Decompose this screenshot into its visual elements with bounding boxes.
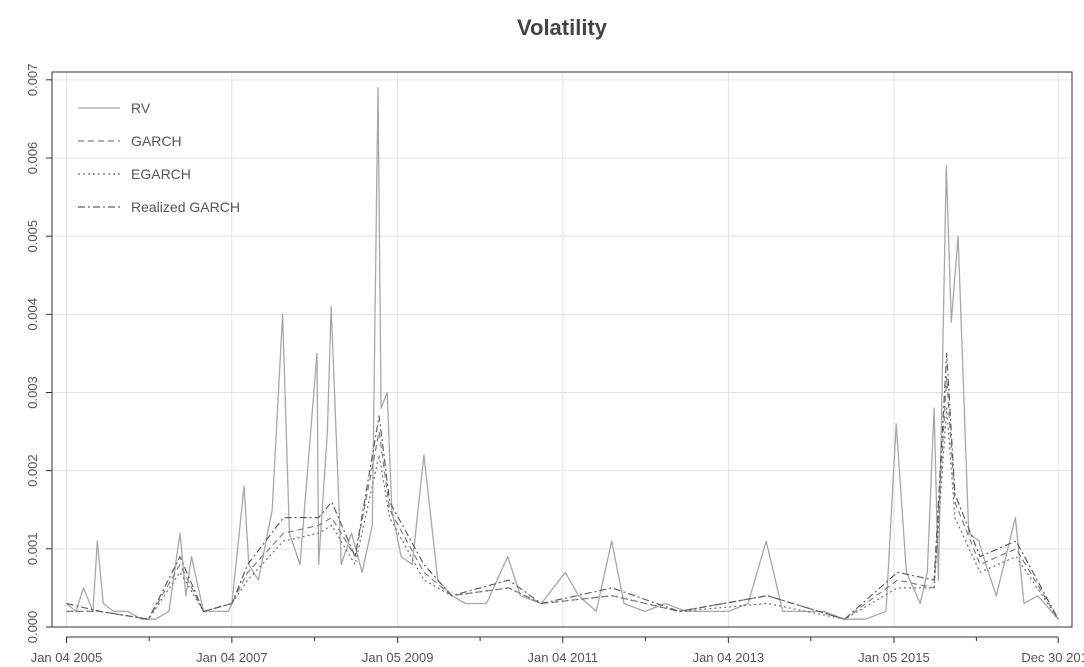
- x-tick-label: Jan 04 2005: [31, 650, 103, 665]
- x-tick-label: Jan 04 2011: [527, 650, 598, 665]
- y-tick-label: 0.007: [25, 64, 40, 97]
- y-tick-label: 0.005: [25, 220, 40, 253]
- y-tick-label: 0.004: [25, 298, 40, 331]
- series-lines: [66, 86, 1059, 620]
- legend-label: GARCH: [131, 133, 182, 149]
- legend-label: RV: [131, 100, 151, 116]
- y-tick-label: 0.002: [25, 454, 40, 487]
- y-tick-label: 0.000: [25, 611, 40, 644]
- x-axis: Jan 04 2005 Jan 04 2007 Jan 05 2009 Jan 04 …: [31, 636, 1084, 665]
- x-tick-label: Jan 04 2013: [693, 650, 765, 665]
- x-tick-label: Jan 04 2007: [196, 650, 268, 665]
- y-tick-label: 0.003: [25, 376, 40, 409]
- legend-label: Realized GARCH: [131, 199, 240, 215]
- series-line-realized-garch: [66, 352, 1059, 620]
- plot-frame: [51, 71, 1073, 628]
- x-tick-label: Dec 30 2016: [1021, 650, 1084, 665]
- grid: [52, 72, 1072, 628]
- x-tick-label: Jan 05 2009: [362, 650, 434, 665]
- x-tick-label: Jan 05 2015: [858, 650, 930, 665]
- chart-title: Volatility: [517, 15, 608, 40]
- y-tick-label: 0.001: [25, 533, 40, 566]
- y-tick-label: 0.006: [25, 142, 40, 175]
- series-line-egarch: [66, 407, 1059, 620]
- legend: RV GARCH EGARCH Realized GARCH: [78, 100, 240, 215]
- legend-label: EGARCH: [131, 166, 191, 182]
- y-axis: 0.000 0.001 0.002 0.003 0.004 0.005 0.006 0.007: [25, 64, 52, 644]
